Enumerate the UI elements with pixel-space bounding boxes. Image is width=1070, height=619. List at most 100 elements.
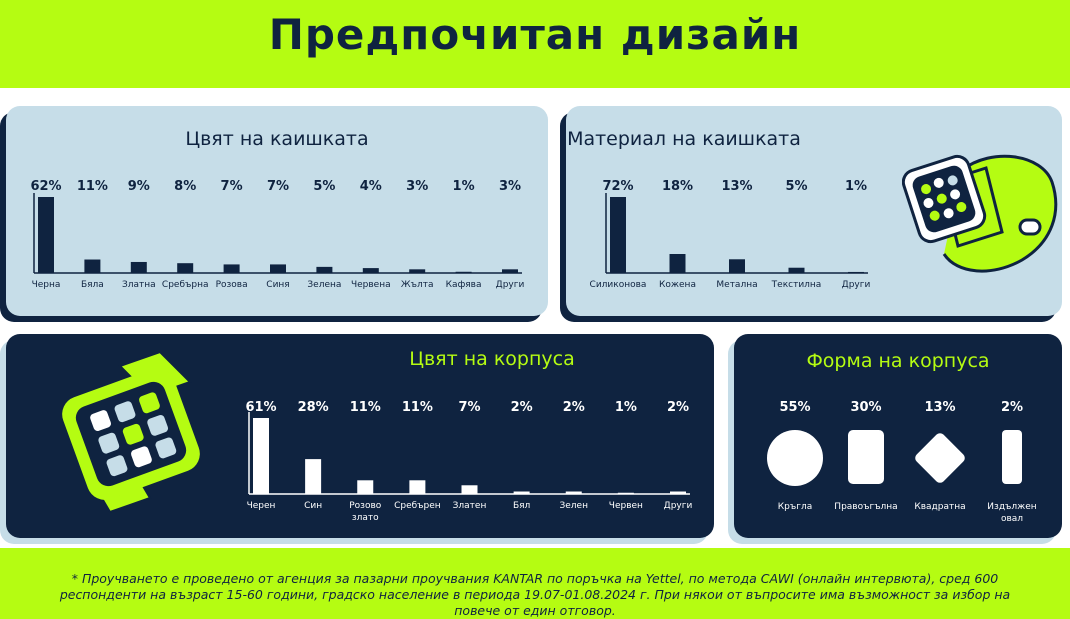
category-label: Черен: [247, 501, 276, 511]
case-shape-chart: 55% Кръгла 30% Правоъгълна 13% Квадратна 2% Изд…: [767, 400, 1037, 524]
category-label: Сребърен: [394, 501, 441, 511]
square-shape: [915, 433, 965, 483]
data-label: 1%: [453, 179, 475, 194]
bar: [38, 197, 54, 273]
data-label: 2%: [1001, 400, 1023, 415]
data-label: 3%: [406, 179, 428, 194]
bar: [253, 418, 269, 494]
data-label: 2%: [667, 400, 689, 415]
data-label: 3%: [499, 179, 521, 194]
smartwatch-strap-icon: [902, 154, 1058, 273]
bar: [130, 261, 147, 273]
bar: [362, 268, 379, 273]
category-label: Червен: [609, 501, 643, 511]
category-label: Силиконова: [590, 280, 647, 290]
oval-shape: [1002, 430, 1022, 484]
bar: [223, 264, 240, 273]
smartwatch-case-icon: [62, 350, 200, 514]
bar: [788, 267, 805, 273]
category-label: Текстилна: [771, 280, 822, 290]
category-label: Синя: [266, 280, 289, 290]
bar: [848, 271, 864, 273]
case-shape-title: Форма на корпуса: [806, 350, 990, 372]
footnote: * Проучването е проведено от агенция за …: [59, 571, 1011, 618]
data-label: 5%: [785, 179, 807, 194]
bar: [455, 271, 472, 273]
case-color-title: Цвят на корпуса: [409, 348, 575, 370]
category-label: Кожена: [659, 280, 696, 290]
category-label: Сребърна: [162, 280, 209, 290]
bar: [409, 480, 426, 494]
bar: [357, 480, 374, 494]
category-label: Черна: [32, 280, 61, 290]
category-label: Зелен: [560, 501, 589, 511]
case-color-card: Цвят на корпуса 61% Черен 28% Син 11% Розово з…: [6, 334, 714, 538]
category-label: Бял: [513, 501, 530, 511]
category-label: Други: [664, 501, 693, 511]
data-label: 28%: [298, 400, 329, 415]
data-label: 11%: [402, 400, 433, 415]
category-label: злато: [352, 513, 379, 523]
bar: [669, 254, 686, 273]
bar: [565, 491, 582, 494]
category-label: Кръгла: [778, 502, 812, 512]
bar: [409, 269, 426, 273]
bar: [729, 259, 745, 273]
category-label: Квадратна: [914, 502, 965, 512]
data-label: 18%: [662, 179, 693, 194]
data-label: 13%: [924, 400, 955, 415]
case-color-chart: 61% Черен 28% Син 11% Розово злато 11% Сребърен 7…: [245, 400, 693, 523]
category-label: Кафява: [446, 280, 482, 290]
category-label: Червена: [351, 280, 391, 290]
data-label: 62%: [30, 179, 61, 194]
strap-color-title: Цвят на каишката: [185, 128, 369, 150]
category-label: Син: [304, 501, 322, 511]
data-label: 72%: [602, 179, 633, 194]
data-label: 7%: [267, 179, 289, 194]
data-label: 61%: [245, 400, 276, 415]
rectangular-shape: [848, 430, 884, 484]
bar: [670, 491, 686, 494]
bar: [305, 459, 322, 494]
bar: [513, 491, 530, 494]
category-label: Правоъгълна: [834, 502, 897, 512]
bar: [461, 485, 478, 494]
data-label: 7%: [458, 400, 480, 415]
category-label: Розова: [216, 280, 248, 290]
data-label: 55%: [779, 400, 810, 415]
data-label: 30%: [850, 400, 881, 415]
category-label: Бяла: [81, 280, 104, 290]
bar: [84, 259, 101, 273]
bar: [502, 269, 518, 273]
category-label: Златна: [122, 280, 156, 290]
category-label: Златен: [453, 501, 487, 511]
category-label: Розово: [349, 501, 382, 511]
bar: [177, 263, 194, 273]
category-label: Жълта: [401, 280, 434, 290]
data-label: 5%: [313, 179, 335, 194]
strap-material-chart: 72% Силиконова 18% Кожена 13% Метална 5% Тексти…: [590, 179, 871, 290]
category-label: Зелена: [307, 280, 341, 290]
data-label: 11%: [350, 400, 381, 415]
data-label: 2%: [511, 400, 533, 415]
category-label: Метална: [716, 280, 757, 290]
data-label: 1%: [615, 400, 637, 415]
data-label: 1%: [845, 179, 867, 194]
bar: [270, 264, 286, 273]
category-label: овал: [1001, 514, 1023, 524]
strap-color-chart: 62% Черна 11% Бяла 9% Златна 8% Сребърна 7% Розов…: [30, 179, 525, 290]
strap-material-card: Материал на каишката 72% Силиконова 18% Кож…: [566, 106, 1062, 316]
category-label: Други: [496, 280, 525, 290]
data-label: 4%: [360, 179, 382, 194]
round-shape: [767, 430, 823, 486]
data-label: 7%: [221, 179, 243, 194]
data-label: 2%: [563, 400, 585, 415]
bar: [316, 266, 333, 273]
bar: [610, 197, 626, 273]
data-label: 9%: [128, 179, 150, 194]
strap-material-title: Материал на каишката: [567, 128, 801, 150]
data-label: 8%: [174, 179, 196, 194]
page-title: Предпочитан дизайн: [268, 10, 802, 59]
data-label: 11%: [77, 179, 108, 194]
bar: [617, 492, 634, 494]
